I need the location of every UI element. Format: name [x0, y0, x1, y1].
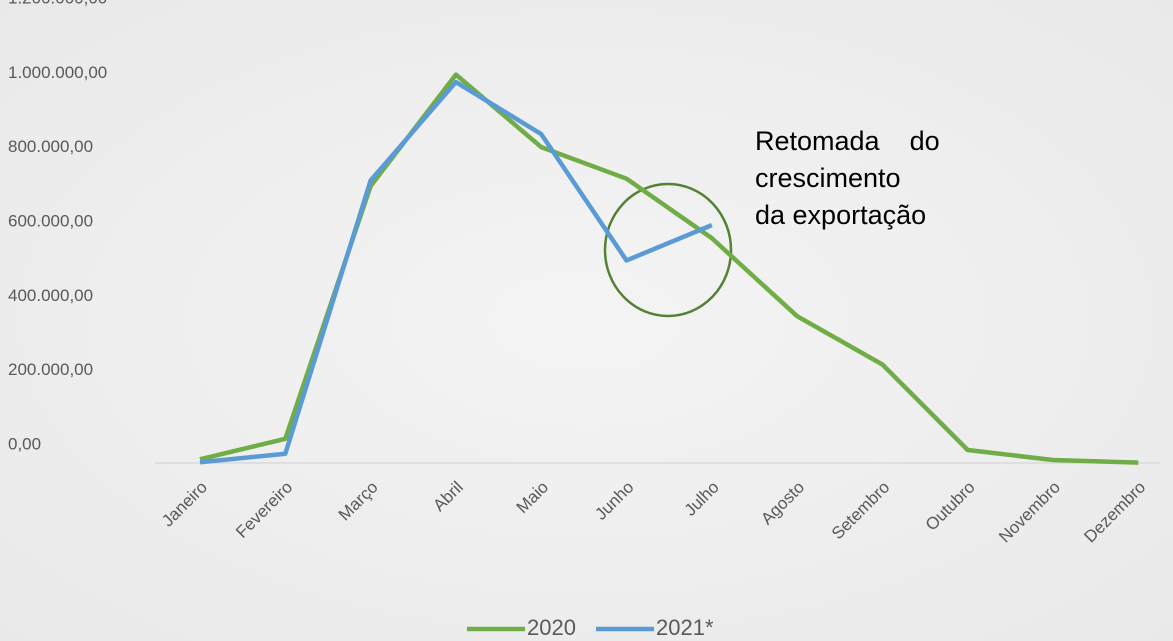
x-tick-label: Maio — [513, 478, 552, 517]
line-series — [199, 79, 713, 465]
annotation: Retomada do — [755, 126, 940, 156]
legend-label: 2020 — [527, 615, 576, 640]
annotation: crescimento — [755, 163, 901, 193]
x-tick-label: Abril — [429, 478, 466, 515]
x-tick-label: Novembro — [995, 478, 1064, 547]
x-tick-label: Janeiro — [158, 478, 211, 531]
y-tick-label: 800.000,00 — [8, 137, 93, 156]
x-tick-label: Agosto — [757, 478, 808, 529]
legend-label: 2021* — [656, 615, 714, 640]
y-tick-label: 0,00 — [8, 434, 41, 453]
y-tick-label: 1.200.000,00 — [8, 0, 107, 7]
highlight-circle — [603, 182, 733, 318]
x-tick-label: Julho — [681, 478, 723, 520]
x-tick-label: Setembro — [828, 478, 894, 544]
y-tick-label: 1.000.000,00 — [8, 63, 107, 82]
x-tick-label: Outubro — [922, 478, 979, 535]
x-tick-label: Fevereiro — [232, 478, 296, 542]
x-tick-label: Junho — [591, 478, 637, 524]
y-tick-label: 200.000,00 — [8, 360, 93, 379]
x-tick-label: Dezembro — [1080, 478, 1149, 547]
y-tick-label: 600.000,00 — [8, 211, 93, 230]
annotation: da exportação — [755, 200, 926, 230]
y-tick-label: 400.000,00 — [8, 286, 93, 305]
x-tick-label: Março — [335, 478, 382, 525]
